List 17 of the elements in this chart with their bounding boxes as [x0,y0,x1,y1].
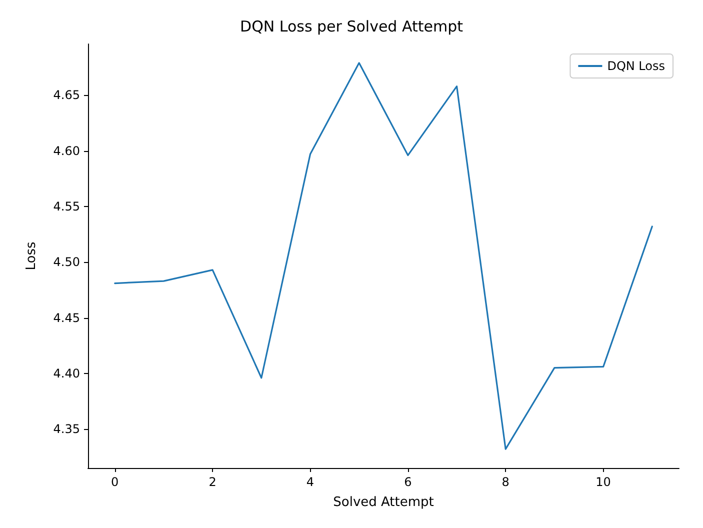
x-tick-label: 8 [502,475,510,489]
x-tick-label: 0 [111,475,119,489]
x-tick-label: 10 [596,475,611,489]
y-tick-label: 4.65 [53,88,80,102]
x-tick-label: 6 [404,475,412,489]
x-tick-label: 2 [208,475,216,489]
legend-label: DQN Loss [607,59,665,73]
y-tick-label: 4.40 [53,366,80,380]
y-tick-label: 4.45 [53,310,80,325]
x-axis-title: Solved Attempt [333,495,434,510]
chart-title: DQN Loss per Solved Attempt [240,18,464,36]
y-tick-label: 4.55 [53,199,80,214]
y-tick-label: 4.35 [53,422,80,436]
y-tick-label: 4.60 [53,144,80,158]
y-axis-title: Loss [24,242,39,270]
x-tick-label: 4 [306,475,314,489]
y-tick-label: 4.50 [53,255,80,270]
